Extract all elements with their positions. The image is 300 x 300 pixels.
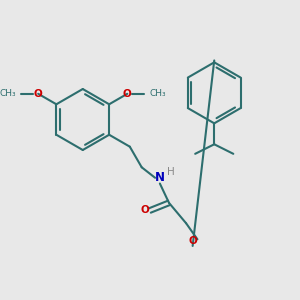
Text: H: H: [167, 167, 175, 177]
Text: O: O: [34, 89, 43, 99]
Text: CH₃: CH₃: [0, 89, 16, 98]
Text: N: N: [155, 171, 165, 184]
Text: CH₃: CH₃: [149, 89, 166, 98]
Text: O: O: [123, 89, 132, 99]
Text: O: O: [141, 206, 149, 215]
Text: O: O: [188, 236, 197, 246]
